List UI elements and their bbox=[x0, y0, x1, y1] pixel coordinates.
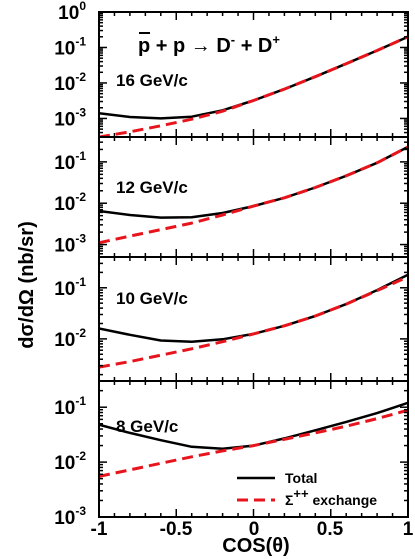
panel-0-ytick-label-3: 10-3 bbox=[54, 105, 86, 130]
xtick-label-4: 1 bbox=[403, 519, 414, 540]
ytick-base: 10 bbox=[58, 3, 79, 24]
panel-0-label: 16 GeV/c bbox=[116, 71, 188, 90]
legend: Total Σ++ exchange bbox=[237, 470, 377, 508]
panel-3-ytick-label-1: 10-2 bbox=[54, 449, 86, 474]
panel-0-series-sigma-exchange bbox=[99, 35, 408, 137]
panel-2: 10-110-210 GeV/c bbox=[54, 256, 409, 382]
ytick-exp: -1 bbox=[75, 149, 86, 163]
panel-1: 10-110-210-312 GeV/c bbox=[54, 136, 409, 258]
panel-2-label: 10 GeV/c bbox=[116, 289, 188, 308]
ytick-exp: 0 bbox=[79, 0, 86, 13]
title-dminus-sup: - bbox=[231, 32, 235, 47]
title-plus-d: + D bbox=[235, 35, 272, 57]
legend-sigma-base: Σ bbox=[285, 492, 293, 508]
panel-3-label: 8 GeV/c bbox=[116, 417, 178, 436]
title-dplus-sup: + bbox=[272, 32, 280, 47]
ytick-base: 10 bbox=[54, 153, 75, 174]
panel-1-ytick-label-2: 10-3 bbox=[54, 232, 86, 257]
ytick-exp: -3 bbox=[75, 105, 86, 119]
panel-1-label: 12 GeV/c bbox=[116, 178, 188, 197]
ytick-base: 10 bbox=[54, 279, 75, 300]
panel-3-ytick-label-2: 10-3 bbox=[54, 504, 86, 529]
ytick-exp: -2 bbox=[75, 190, 86, 204]
legend-sigma-sup: ++ bbox=[293, 486, 309, 501]
x-axis-label: COS(θ) bbox=[222, 535, 289, 557]
panel-2-series-sigma-exchange bbox=[99, 275, 408, 369]
ytick-base: 10 bbox=[54, 330, 75, 351]
panel-1-frame bbox=[98, 136, 409, 258]
ytick-base: 10 bbox=[54, 453, 75, 474]
ytick-exp: -1 bbox=[75, 394, 86, 408]
ytick-exp: -1 bbox=[75, 34, 86, 48]
panel-2-ytick-label-0: 10-1 bbox=[54, 275, 86, 300]
legend-total-label: Total bbox=[285, 470, 317, 486]
panel-1-series-sigma-exchange bbox=[99, 145, 408, 245]
panel-0-ytick-label-0: 100 bbox=[58, 0, 86, 24]
title-pbar: p bbox=[138, 35, 150, 57]
title-rest: + p → D bbox=[150, 35, 231, 57]
panel-3-series-sigma-exchange bbox=[99, 408, 408, 478]
y-axis-label: dσ/dΩ (nb/sr) bbox=[16, 221, 38, 348]
chart-title: p + p → D- + D+ bbox=[138, 32, 280, 57]
panel-1-ytick-label-0: 10-1 bbox=[54, 149, 86, 174]
ytick-base: 10 bbox=[54, 236, 75, 257]
ytick-exp: -2 bbox=[75, 449, 86, 463]
xtick-label-3: 0.5 bbox=[317, 519, 344, 540]
legend-sigma-label: Σ++ exchange bbox=[285, 486, 377, 508]
ytick-exp: -3 bbox=[75, 504, 86, 518]
ytick-base: 10 bbox=[54, 194, 75, 215]
panel-2-series-total bbox=[99, 273, 408, 343]
xtick-label-2: 0 bbox=[249, 519, 260, 540]
panel-0-ytick-label-1: 10-1 bbox=[54, 34, 86, 59]
ytick-exp: -3 bbox=[75, 232, 86, 246]
panel-3: 10-110-210-38 GeV/c bbox=[54, 380, 409, 529]
xtick-label-0: -1 bbox=[91, 519, 108, 540]
ytick-base: 10 bbox=[54, 74, 75, 95]
panel-0-ytick-label-2: 10-2 bbox=[54, 70, 86, 95]
panel-3-ytick-label-0: 10-1 bbox=[54, 394, 86, 419]
ytick-exp: -2 bbox=[75, 70, 86, 84]
xtick-label-1: -0.5 bbox=[160, 519, 193, 540]
ytick-exp: -2 bbox=[75, 326, 86, 340]
ytick-base: 10 bbox=[54, 398, 75, 419]
panel-2-ytick-label-1: 10-2 bbox=[54, 326, 86, 351]
legend-sigma-rest: exchange bbox=[309, 492, 378, 508]
panel-1-ytick-label-1: 10-2 bbox=[54, 190, 86, 215]
ytick-base: 10 bbox=[54, 38, 75, 59]
ytick-base: 10 bbox=[54, 109, 75, 130]
panel-2-frame bbox=[98, 256, 409, 382]
ytick-base: 10 bbox=[54, 508, 75, 529]
ytick-exp: -1 bbox=[75, 275, 86, 289]
